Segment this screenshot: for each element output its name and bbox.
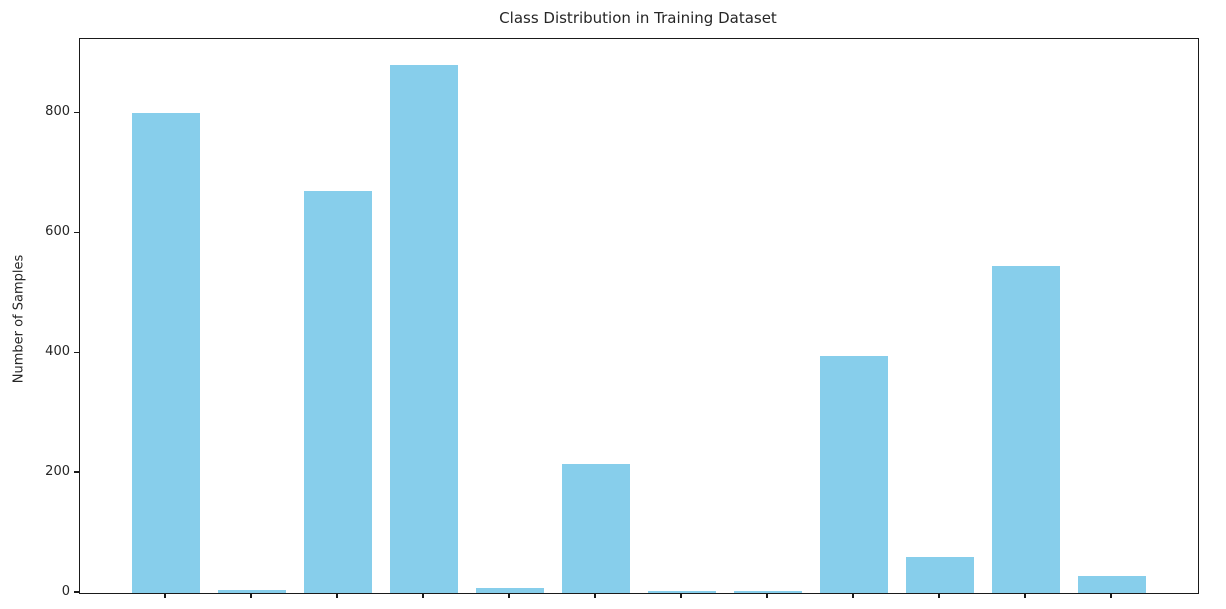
bar [733, 591, 803, 593]
bar [905, 557, 975, 593]
y-axis-label-text: Number of Samples [11, 254, 27, 384]
y-tick-label: 0 [61, 584, 70, 599]
y-tick-mark [74, 231, 79, 233]
bar [561, 464, 631, 593]
x-tick-mark [938, 593, 940, 599]
bar [819, 356, 889, 593]
y-tick-label: 200 [45, 464, 70, 480]
bar [475, 588, 545, 593]
bar [389, 65, 459, 593]
y-tick-mark [74, 351, 79, 353]
y-tick-mark [74, 471, 79, 473]
bar [991, 266, 1061, 593]
x-tick-mark [164, 593, 166, 599]
bar [131, 113, 201, 593]
x-tick-mark [336, 593, 338, 599]
y-tick-mark [74, 591, 79, 593]
y-tick-label: 800 [45, 104, 70, 120]
bar [217, 590, 287, 593]
plot-area [79, 38, 1199, 594]
bar [1077, 576, 1147, 593]
bar [303, 191, 373, 593]
x-tick-mark [250, 593, 252, 599]
x-tick-mark [852, 593, 854, 599]
x-tick-mark [680, 593, 682, 599]
y-tick-label: 600 [45, 224, 70, 240]
bar [647, 591, 717, 593]
y-tick-mark [74, 111, 79, 113]
x-tick-mark [508, 593, 510, 599]
x-tick-mark [422, 593, 424, 599]
chart-title: Class Distribution in Training Dataset [499, 9, 777, 27]
x-tick-mark [1110, 593, 1112, 599]
x-tick-mark [766, 593, 768, 599]
y-tick-label: 400 [45, 344, 70, 360]
x-tick-mark [1024, 593, 1026, 599]
x-tick-mark [594, 593, 596, 599]
